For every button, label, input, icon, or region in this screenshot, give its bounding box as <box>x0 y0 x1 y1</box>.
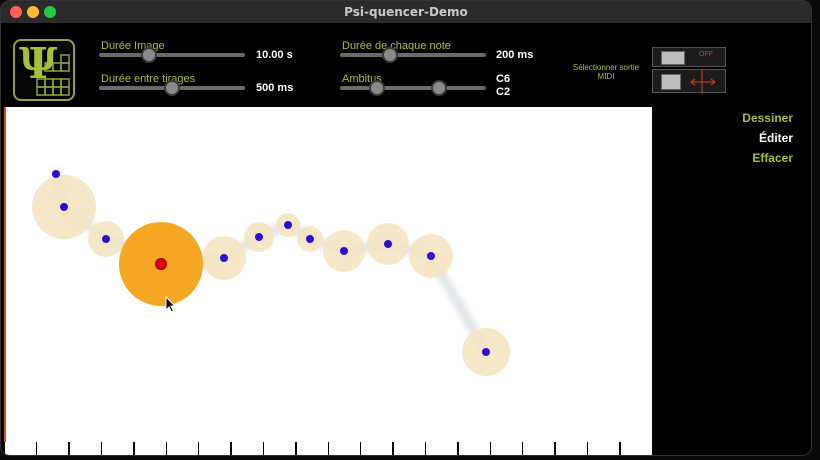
path-points <box>52 170 490 356</box>
selected-point[interactable] <box>155 258 167 270</box>
keyboard-key[interactable] <box>231 442 263 455</box>
midi-toggle-state: OFF <box>699 51 713 58</box>
keyboard-key[interactable] <box>458 442 490 455</box>
draw-interval-label: Durée entre tirages <box>101 73 196 85</box>
draw-mode-button[interactable]: Dessiner <box>742 111 793 125</box>
keyboard-key[interactable] <box>523 442 555 455</box>
close-window-button[interactable] <box>10 6 22 18</box>
note-duration-slider-knob[interactable] <box>381 47 398 63</box>
keyboard-key[interactable] <box>5 442 36 455</box>
erase-mode-button[interactable]: Effacer <box>752 151 793 165</box>
maximize-window-button[interactable] <box>44 6 56 18</box>
midi-output-label: Sélectionner sortie MIDI <box>572 63 640 81</box>
keyboard-key[interactable] <box>393 442 425 455</box>
image-duration-slider-knob[interactable] <box>140 47 157 63</box>
range-high-knob[interactable] <box>431 80 448 96</box>
note-duration-slider[interactable] <box>340 53 486 57</box>
keyboard-key[interactable] <box>264 442 296 455</box>
trajectory-drawing <box>32 169 510 376</box>
point[interactable] <box>284 221 292 229</box>
control-bar: Ψ Durée Image 10.00 s Durée entre tirage… <box>1 23 811 107</box>
image-duration-value: 10.00 s <box>256 49 293 61</box>
keyboard-key[interactable] <box>102 442 134 455</box>
point[interactable] <box>60 203 68 211</box>
keyboard-key[interactable] <box>134 442 166 455</box>
minimize-window-button[interactable] <box>27 6 39 18</box>
range-high-value: C6 <box>496 73 511 85</box>
midi-toggle-handle <box>661 51 685 65</box>
image-duration-slider[interactable] <box>99 53 245 57</box>
window-title: Psi-quencer-Demo <box>344 5 468 19</box>
keyboard-key[interactable] <box>329 442 360 455</box>
point[interactable] <box>427 252 435 260</box>
edit-mode-button[interactable]: Éditer <box>758 131 793 145</box>
point[interactable] <box>340 247 348 255</box>
range-slider[interactable] <box>340 86 486 90</box>
keyboard-key[interactable] <box>167 442 198 455</box>
keyboard-key[interactable] <box>588 442 620 455</box>
keyboard-key[interactable] <box>491 442 522 455</box>
title-bar: Psi-quencer-Demo <box>1 1 811 24</box>
draw-interval-slider-knob[interactable] <box>164 80 180 96</box>
keyboard-key[interactable] <box>620 442 652 455</box>
drawing-canvas[interactable] <box>4 107 652 442</box>
point[interactable] <box>482 348 490 356</box>
cross-arrows-icon <box>690 70 716 94</box>
range-low-value: C2 <box>496 86 511 98</box>
midi-selector-handle <box>661 74 681 90</box>
point[interactable] <box>102 235 110 243</box>
point[interactable] <box>220 254 228 262</box>
midi-output-selector[interactable] <box>652 69 726 94</box>
keyboard-key[interactable] <box>296 442 328 455</box>
psi-logo-glyph: Ψ <box>19 39 58 88</box>
keyboard-key[interactable] <box>555 442 587 455</box>
psi-logo: Ψ <box>13 39 75 101</box>
point[interactable] <box>52 170 60 178</box>
range-low-knob[interactable] <box>368 80 385 96</box>
mouse-cursor-icon <box>165 295 177 313</box>
point[interactable] <box>384 240 392 248</box>
mode-panel: Dessiner Éditer Effacer <box>652 107 811 455</box>
keyboard-key[interactable] <box>69 442 101 455</box>
note-duration-value: 200 ms <box>496 49 534 61</box>
draw-interval-value: 500 ms <box>256 82 294 94</box>
keyboard-key[interactable] <box>199 442 231 455</box>
point[interactable] <box>306 235 314 243</box>
piano-keyboard[interactable] <box>4 442 652 455</box>
point[interactable] <box>255 233 263 241</box>
background-window-edge <box>812 0 820 460</box>
keyboard-key[interactable] <box>361 442 393 455</box>
path-nodes <box>32 175 510 376</box>
note-duration-label: Durée de chaque note <box>342 40 451 52</box>
keyboard-key[interactable] <box>37 442 69 455</box>
midi-toggle[interactable]: OFF <box>652 47 726 67</box>
keyboard-key[interactable] <box>426 442 458 455</box>
